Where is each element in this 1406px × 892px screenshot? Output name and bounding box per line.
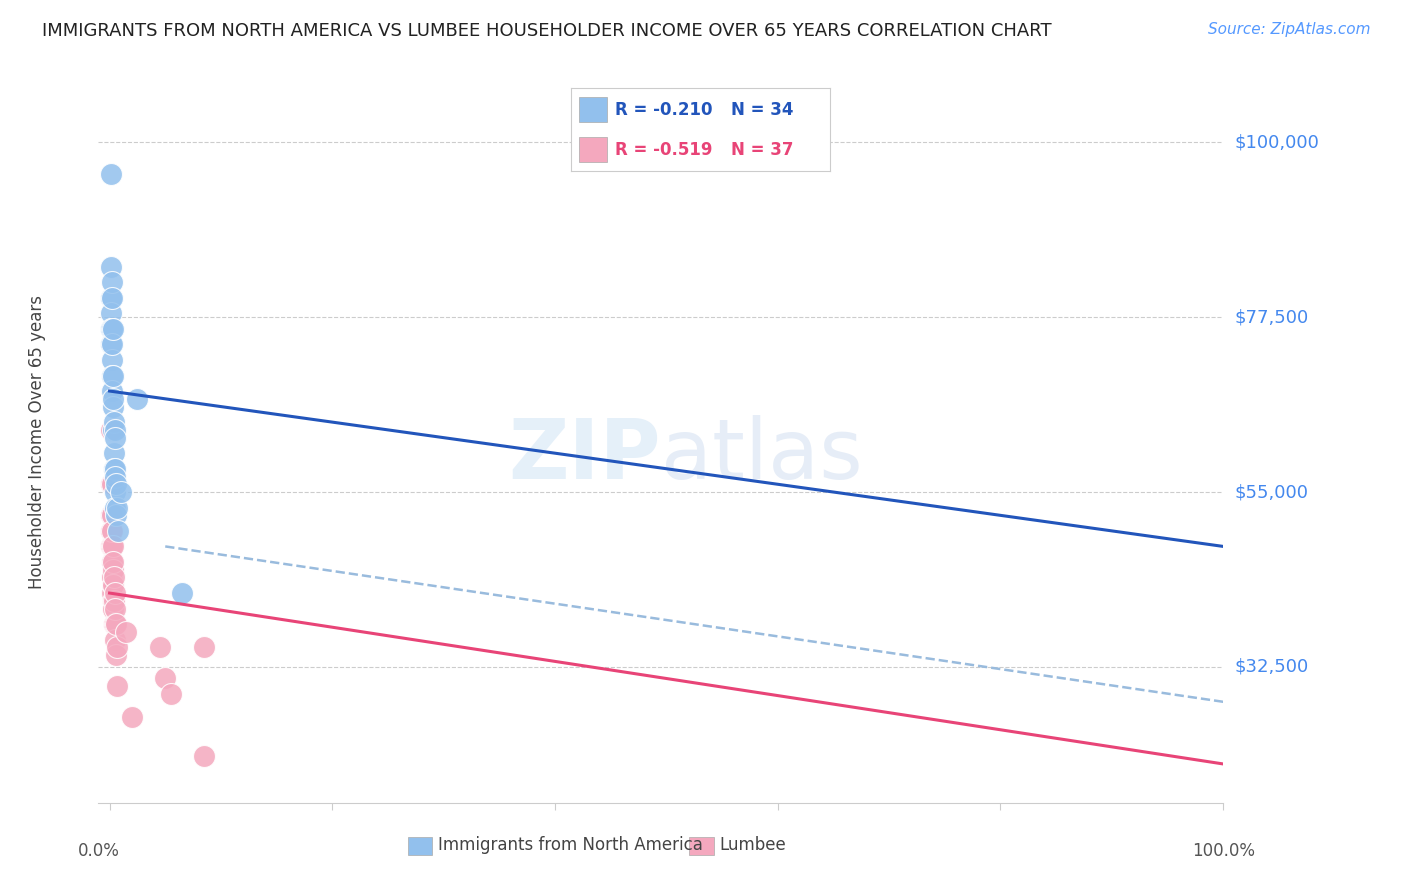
Point xyxy=(101,353,124,368)
Point xyxy=(103,423,125,437)
Text: 100.0%: 100.0% xyxy=(1192,842,1254,860)
Point xyxy=(100,167,122,181)
Point xyxy=(101,578,124,592)
Point xyxy=(101,594,124,608)
Text: Householder Income Over 65 years: Householder Income Over 65 years xyxy=(28,294,45,589)
Text: $32,500: $32,500 xyxy=(1234,657,1309,676)
Point xyxy=(105,617,128,632)
Point xyxy=(101,291,124,305)
Point xyxy=(103,461,125,475)
Point xyxy=(100,540,122,554)
Text: ZIP: ZIP xyxy=(509,416,661,497)
Point xyxy=(149,640,172,655)
Point xyxy=(101,322,124,336)
Point xyxy=(101,555,124,569)
Point xyxy=(101,586,124,600)
Point xyxy=(105,477,128,491)
Text: atlas: atlas xyxy=(661,416,862,497)
Text: Lumbee: Lumbee xyxy=(720,836,786,854)
Point xyxy=(105,679,128,693)
Point xyxy=(100,322,122,336)
Text: Immigrants from North America: Immigrants from North America xyxy=(439,836,703,854)
Point xyxy=(155,672,177,686)
Point xyxy=(103,461,125,475)
Point xyxy=(101,322,124,336)
Text: 0.0%: 0.0% xyxy=(77,842,120,860)
Point xyxy=(110,485,132,500)
Point xyxy=(103,415,125,429)
Point xyxy=(103,446,125,460)
Point xyxy=(100,337,122,351)
Point xyxy=(193,749,215,764)
Point xyxy=(100,291,122,305)
Text: IMMIGRANTS FROM NORTH AMERICA VS LUMBEE HOUSEHOLDER INCOME OVER 65 YEARS CORRELA: IMMIGRANTS FROM NORTH AMERICA VS LUMBEE … xyxy=(42,22,1052,40)
Point xyxy=(101,508,124,523)
Text: $55,000: $55,000 xyxy=(1234,483,1309,501)
Point xyxy=(101,337,124,351)
Point xyxy=(104,431,127,445)
Point xyxy=(121,710,143,724)
Point xyxy=(103,617,125,632)
Text: $77,500: $77,500 xyxy=(1234,309,1309,326)
Text: Source: ZipAtlas.com: Source: ZipAtlas.com xyxy=(1208,22,1371,37)
Point xyxy=(103,570,125,584)
Point xyxy=(159,687,181,701)
Point xyxy=(104,469,127,483)
Point xyxy=(103,392,125,406)
Point xyxy=(193,640,215,655)
Point xyxy=(104,500,127,515)
Point xyxy=(101,570,124,584)
Point xyxy=(101,384,124,398)
Point xyxy=(101,368,124,383)
Point xyxy=(104,632,127,647)
Bar xyxy=(408,837,433,855)
Point xyxy=(101,400,124,414)
Point xyxy=(103,423,125,437)
Point xyxy=(103,555,125,569)
Point xyxy=(103,578,125,592)
Point xyxy=(100,423,122,437)
Point xyxy=(115,624,138,639)
Point xyxy=(103,601,125,615)
Point xyxy=(103,594,125,608)
Point xyxy=(100,477,122,491)
Point xyxy=(107,524,129,538)
Point xyxy=(105,500,128,515)
Point xyxy=(100,524,122,538)
Point xyxy=(127,392,149,406)
Point xyxy=(101,368,124,383)
Point xyxy=(101,563,124,577)
Point xyxy=(101,540,124,554)
Point xyxy=(104,601,127,615)
Bar xyxy=(689,837,714,855)
Point xyxy=(170,586,193,600)
Point xyxy=(101,540,124,554)
Point xyxy=(100,260,122,274)
Point xyxy=(105,648,128,663)
Point xyxy=(103,617,125,632)
Point xyxy=(105,640,128,655)
Point xyxy=(103,586,125,600)
Point xyxy=(103,485,125,500)
Point xyxy=(101,477,124,491)
Point xyxy=(100,306,122,320)
Point xyxy=(105,508,128,523)
Text: $100,000: $100,000 xyxy=(1234,134,1319,152)
Point xyxy=(100,508,122,523)
Point xyxy=(101,524,124,538)
Point xyxy=(101,275,124,289)
